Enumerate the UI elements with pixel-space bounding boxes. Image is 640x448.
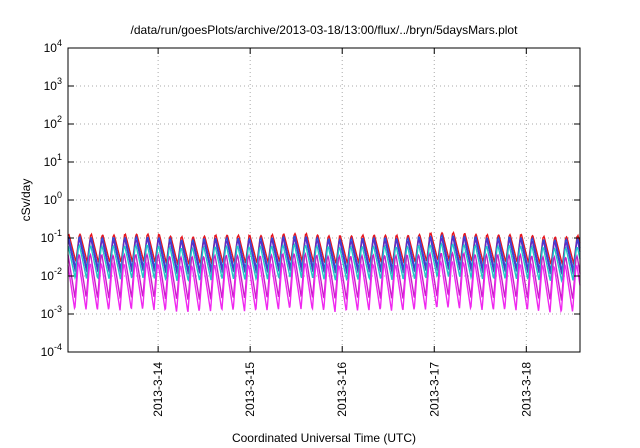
y-tick-label-exponent: 2 xyxy=(57,114,62,124)
y-tick-label-base: 10 xyxy=(41,231,55,245)
x-axis-label: Coordinated Universal Time (UTC) xyxy=(232,431,416,445)
y-tick-label: 10-4 xyxy=(41,342,62,359)
y-tick-label-base: 10 xyxy=(41,269,55,283)
y-tick-label: 100 xyxy=(44,190,62,207)
series-group xyxy=(67,231,581,314)
y-tick-label-exponent: -4 xyxy=(54,342,62,352)
series-line xyxy=(67,260,581,314)
y-tick-label: 101 xyxy=(44,152,62,169)
y-tick-label: 104 xyxy=(44,38,62,55)
y-tick-label-base: 10 xyxy=(41,345,55,359)
y-tick-label-exponent: 1 xyxy=(57,152,62,162)
y-tick-label-base: 10 xyxy=(44,193,58,207)
y-tick-label: 10-2 xyxy=(41,266,62,283)
series-line xyxy=(67,242,581,284)
ticks: 10-410-310-210-11001011021031042013-3-14… xyxy=(41,38,580,417)
y-tick-label-base: 10 xyxy=(44,79,58,93)
x-tick-label: 2013-3-15 xyxy=(243,362,257,417)
y-tick-label: 10-1 xyxy=(41,228,62,245)
y-axis-label-group: cSv/day xyxy=(19,179,33,222)
y-tick-label-exponent: -1 xyxy=(54,228,62,238)
y-tick-label: 103 xyxy=(44,76,62,93)
y-tick-label-exponent: 3 xyxy=(57,76,62,86)
x-tick-label: 2013-3-17 xyxy=(427,362,441,417)
x-tick-label: 2013-3-16 xyxy=(335,362,349,417)
y-tick-label-base: 10 xyxy=(41,307,55,321)
chart-title: /data/run/goesPlots/archive/2013-03-18/1… xyxy=(131,23,519,37)
y-axis-label: cSv/day xyxy=(19,179,33,222)
x-tick-label: 2013-3-14 xyxy=(151,362,165,417)
y-tick-label: 102 xyxy=(44,114,62,131)
y-tick-label-base: 10 xyxy=(44,117,58,131)
y-tick-label-exponent: -3 xyxy=(54,304,62,314)
x-tick-label: 2013-3-18 xyxy=(519,362,533,417)
y-tick-label-base: 10 xyxy=(44,155,58,169)
y-tick-label-base: 10 xyxy=(44,41,58,55)
y-tick-label-exponent: 0 xyxy=(57,190,62,200)
y-tick-label-exponent: -2 xyxy=(54,266,62,276)
y-tick-label-exponent: 4 xyxy=(57,38,62,48)
y-tick-label: 10-3 xyxy=(41,304,62,321)
